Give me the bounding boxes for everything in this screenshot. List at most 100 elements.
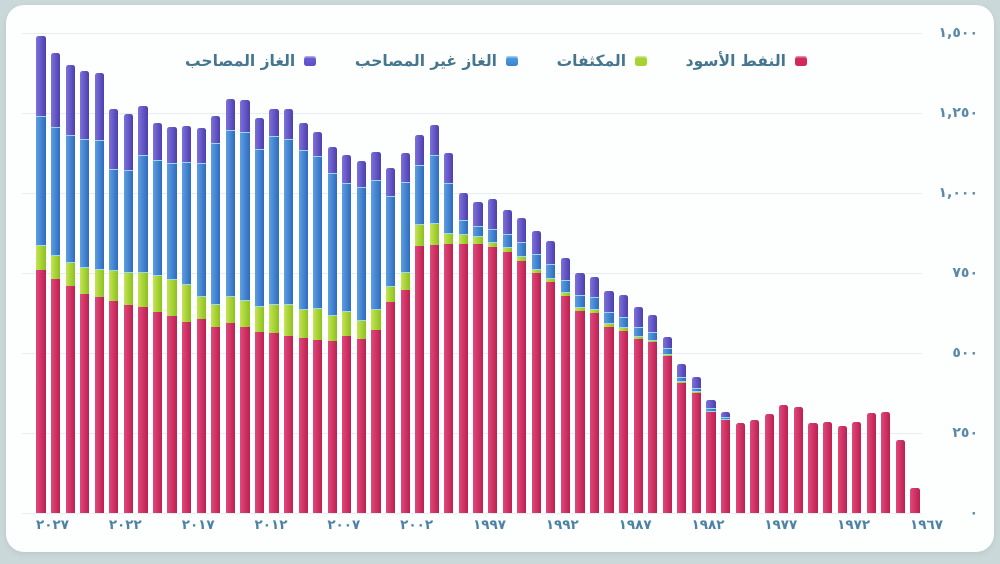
bar-1980-segment-nonassoc[interactable] — [721, 417, 731, 420]
bar-2017-segment-crude[interactable] — [182, 322, 192, 513]
bar-2018-segment-nonassoc[interactable] — [167, 162, 177, 280]
bar-2026-segment-cond[interactable] — [50, 256, 61, 279]
bar-2017-segment-cond[interactable] — [182, 285, 192, 323]
bar-2019-segment-crude[interactable] — [152, 312, 163, 513]
bar-1992-segment-crude[interactable] — [546, 282, 556, 513]
bar-1995-segment-cond[interactable] — [502, 247, 512, 252]
bar-1996-segment-nonassoc[interactable] — [487, 228, 498, 244]
bar-1991-segment-nonassoc[interactable] — [560, 279, 570, 294]
bar-1993-segment-assoc[interactable] — [531, 231, 541, 255]
bar-2004-segment-crude[interactable] — [371, 329, 381, 513]
bar-1975-segment-crude[interactable] — [793, 406, 804, 513]
bar-2018-segment-assoc[interactable] — [167, 127, 177, 163]
bar-1990-segment-assoc[interactable] — [575, 273, 585, 296]
bar-2006-segment-assoc[interactable] — [342, 155, 352, 184]
bar-1988-segment-crude[interactable] — [604, 326, 614, 513]
bar-2009-segment-nonassoc[interactable] — [298, 150, 308, 310]
bar-1997-segment-cond[interactable] — [473, 237, 483, 244]
bar-2023-segment-assoc[interactable] — [94, 73, 104, 141]
bar-2005-segment-crude[interactable] — [356, 338, 367, 513]
bar-2001-segment-cond[interactable] — [415, 225, 425, 247]
bar-2025-segment-crude[interactable] — [65, 286, 75, 513]
bar-2015-segment-cond[interactable] — [211, 304, 221, 328]
legend-item-assoc[interactable]: الغاز المصاحب — [185, 52, 317, 70]
bar-2002-segment-cond[interactable] — [400, 273, 410, 290]
bar-2008-segment-crude[interactable] — [313, 339, 323, 513]
bar-2020-segment-nonassoc[interactable] — [138, 155, 148, 274]
bar-1989-segment-crude[interactable] — [589, 313, 600, 513]
bar-2027-segment-assoc[interactable] — [36, 36, 46, 117]
bar-1987-segment-assoc[interactable] — [619, 295, 629, 317]
bar-2022-segment-cond[interactable] — [109, 271, 119, 302]
bar-1987-segment-cond[interactable] — [619, 328, 629, 331]
bar-1970-segment-crude[interactable] — [866, 412, 876, 513]
bar-2005-segment-cond[interactable] — [356, 320, 367, 339]
bar-1993-segment-nonassoc[interactable] — [531, 254, 541, 270]
bar-1997-segment-nonassoc[interactable] — [473, 225, 483, 238]
bar-1991-segment-cond[interactable] — [560, 293, 570, 297]
bar-1988-segment-nonassoc[interactable] — [604, 312, 614, 324]
bar-2027-segment-nonassoc[interactable] — [36, 116, 46, 246]
bar-2023-segment-nonassoc[interactable] — [94, 140, 104, 270]
bar-2025-segment-nonassoc[interactable] — [65, 135, 75, 264]
bar-1984-segment-nonassoc[interactable] — [662, 347, 672, 355]
bar-1992-segment-nonassoc[interactable] — [546, 263, 556, 279]
bar-2003-segment-cond[interactable] — [385, 286, 396, 302]
bar-2005-segment-assoc[interactable] — [356, 161, 367, 187]
bar-1986-segment-cond[interactable] — [633, 336, 643, 339]
bar-1985-segment-assoc[interactable] — [648, 314, 658, 333]
bar-1990-segment-crude[interactable] — [575, 311, 585, 513]
bar-2013-segment-assoc[interactable] — [240, 100, 250, 132]
bar-1989-segment-nonassoc[interactable] — [589, 297, 600, 310]
bar-1994-segment-cond[interactable] — [517, 257, 527, 261]
bar-2000-segment-nonassoc[interactable] — [429, 154, 439, 225]
bar-2009-segment-assoc[interactable] — [298, 122, 308, 151]
bar-1993-segment-cond[interactable] — [531, 269, 541, 273]
bar-2005-segment-nonassoc[interactable] — [356, 186, 367, 321]
bar-1971-segment-crude[interactable] — [852, 421, 862, 513]
bar-2003-segment-assoc[interactable] — [385, 167, 396, 196]
bar-1999-segment-assoc[interactable] — [444, 153, 454, 183]
bar-2025-segment-assoc[interactable] — [65, 65, 75, 136]
bar-2017-segment-nonassoc[interactable] — [182, 161, 192, 286]
bar-1995-segment-assoc[interactable] — [502, 209, 512, 234]
bar-2013-segment-cond[interactable] — [240, 300, 250, 328]
bar-2021-segment-assoc[interactable] — [123, 114, 133, 170]
bar-2012-segment-assoc[interactable] — [254, 118, 265, 149]
bar-1998-segment-cond[interactable] — [458, 235, 468, 244]
bar-2010-segment-assoc[interactable] — [284, 109, 294, 139]
bar-2023-segment-cond[interactable] — [94, 269, 104, 298]
bar-2006-segment-cond[interactable] — [342, 312, 352, 336]
bar-1982-segment-nonassoc[interactable] — [691, 387, 702, 393]
bar-2024-segment-crude[interactable] — [80, 293, 90, 513]
bar-2000-segment-assoc[interactable] — [429, 124, 439, 155]
bar-2024-segment-assoc[interactable] — [80, 70, 90, 139]
bar-2018-segment-crude[interactable] — [167, 315, 177, 513]
bar-2001-segment-nonassoc[interactable] — [415, 164, 425, 225]
bar-1996-segment-assoc[interactable] — [487, 199, 498, 229]
bar-2016-segment-nonassoc[interactable] — [196, 162, 206, 298]
bar-1996-segment-crude[interactable] — [487, 247, 498, 513]
bar-1989-segment-cond[interactable] — [589, 309, 600, 314]
bar-1997-segment-assoc[interactable] — [473, 201, 483, 226]
bar-2011-segment-nonassoc[interactable] — [269, 136, 279, 305]
bar-1986-segment-assoc[interactable] — [633, 306, 643, 327]
bar-2007-segment-assoc[interactable] — [327, 146, 337, 174]
bar-2020-segment-crude[interactable] — [138, 307, 148, 513]
bar-1980-segment-crude[interactable] — [721, 420, 731, 513]
bar-1969-segment-crude[interactable] — [881, 411, 891, 513]
bar-2019-segment-nonassoc[interactable] — [152, 159, 163, 276]
bar-1991-segment-crude[interactable] — [560, 296, 570, 513]
bar-1985-segment-crude[interactable] — [648, 342, 658, 513]
legend-item-nonassoc[interactable]: الغاز غير المصاحب — [355, 52, 518, 70]
bar-2012-segment-crude[interactable] — [254, 332, 265, 513]
bar-1987-segment-crude[interactable] — [619, 330, 629, 513]
bar-2015-segment-assoc[interactable] — [211, 116, 221, 144]
bar-1983-segment-assoc[interactable] — [677, 363, 687, 378]
bar-2010-segment-nonassoc[interactable] — [284, 138, 294, 305]
bar-2026-segment-assoc[interactable] — [50, 53, 61, 127]
bar-1983-segment-crude[interactable] — [677, 383, 687, 513]
bar-1999-segment-crude[interactable] — [444, 243, 454, 513]
bar-1988-segment-cond[interactable] — [604, 323, 614, 327]
bar-2021-segment-nonassoc[interactable] — [123, 169, 133, 273]
